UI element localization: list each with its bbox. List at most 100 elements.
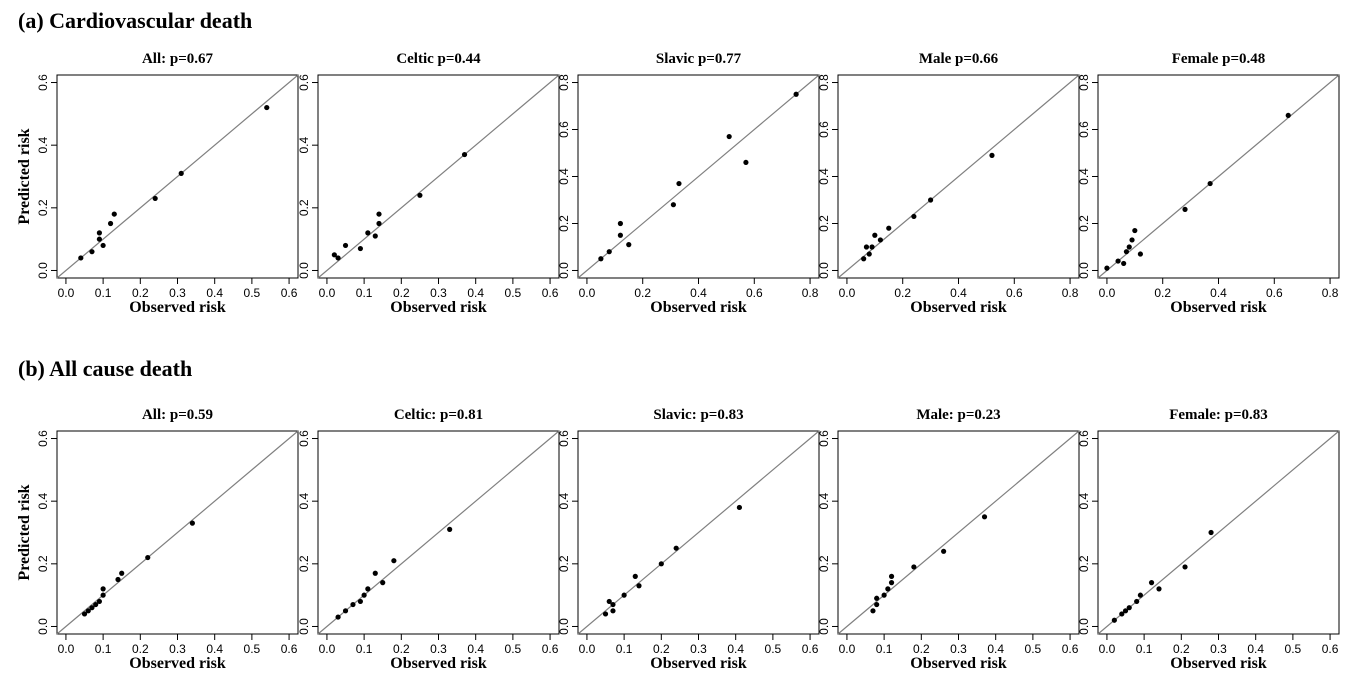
x-tick-label: 0.8 (1322, 286, 1339, 300)
x-tick-label: 0.1 (95, 642, 112, 656)
data-point (115, 576, 121, 583)
panel-allcause-0: 0.0 0.1 0.2 0.3 0.4 0.5 0.6 0.0 0.2 0.4 0.6 All: p=… (16, 407, 299, 672)
data-point (658, 561, 664, 567)
x-tick-label: 0.3 (1210, 642, 1227, 656)
data-point (100, 586, 106, 592)
x-tick-label: 0.4 (727, 642, 744, 656)
x-tick-label: 0.5 (505, 286, 522, 300)
data-point (331, 252, 337, 258)
data-point (621, 592, 627, 598)
data-point (632, 573, 638, 579)
data-point (874, 595, 880, 601)
y-tick-label: 0.2 (1077, 555, 1091, 572)
data-point (372, 570, 378, 576)
y-tick-label: 0.4 (36, 137, 50, 154)
data-point (350, 601, 356, 608)
data-point (736, 504, 743, 511)
data-point (606, 249, 612, 255)
y-tick-label: 0.6 (36, 430, 50, 447)
data-point (93, 601, 99, 608)
panel-cv-4: 0.0 0.2 0.4 0.6 0.8 0.0 0.2 0.4 0.6 0.8 Female p=0… (1077, 51, 1340, 316)
identity-line (837, 74, 1080, 279)
x-tick-label: 0.3 (430, 286, 447, 300)
section-title-cardiovascular: (a) Cardiovascular death (18, 8, 253, 33)
data-point (626, 242, 632, 248)
x-tick-label: 0.0 (579, 642, 596, 656)
x-tick-label: 0.2 (132, 642, 149, 656)
panel-title: Slavic: p=0.83 (653, 407, 743, 423)
data-point (372, 233, 378, 239)
panel-title: Celtic p=0.44 (396, 51, 481, 67)
data-point (928, 197, 934, 203)
data-point (886, 225, 892, 231)
data-point (670, 202, 676, 208)
data-point (1126, 244, 1132, 250)
data-point (107, 220, 114, 227)
y-tick-label: 0.0 (817, 262, 831, 279)
data-point (1104, 265, 1110, 271)
y-tick-label: 0.0 (557, 262, 571, 279)
data-point (1123, 249, 1130, 255)
x-tick-label: 0.5 (505, 642, 522, 656)
y-tick-label: 0.0 (1077, 262, 1091, 279)
data-point (357, 598, 363, 605)
x-tick-label: 0.2 (132, 286, 149, 300)
panel-title: All: p=0.67 (142, 51, 214, 67)
x-tick-label: 0.0 (1099, 642, 1116, 656)
section-title-all-cause: (b) All cause death (18, 356, 193, 381)
x-tick-label: 0.5 (765, 642, 782, 656)
data-point (1115, 258, 1121, 264)
data-point (676, 180, 682, 187)
x-tick-label: 0.0 (839, 642, 856, 656)
x-tick-label: 0.6 (542, 286, 559, 300)
x-tick-label: 0.1 (356, 642, 373, 656)
x-tick-label: 0.4 (987, 642, 1004, 656)
data-point (911, 213, 917, 220)
x-axis-label: Observed risk (1170, 655, 1267, 672)
x-tick-label: 0.0 (319, 286, 336, 300)
data-point (1137, 251, 1143, 257)
panel-title: Male p=0.66 (919, 51, 999, 67)
data-point (335, 255, 341, 261)
data-point (1208, 529, 1214, 536)
identity-line (317, 74, 560, 279)
y-tick-label: 0.6 (1077, 430, 1091, 447)
y-tick-label: 0.2 (36, 199, 50, 216)
identity-line (1097, 74, 1340, 279)
x-tick-label: 0.6 (281, 642, 298, 656)
x-tick-label: 0.2 (653, 642, 670, 656)
x-tick-label: 0.5 (1285, 642, 1302, 656)
data-point (78, 255, 84, 261)
data-point (1111, 617, 1117, 623)
y-tick-label: 0.4 (817, 168, 831, 185)
data-point (380, 580, 386, 586)
data-point (361, 592, 367, 598)
data-point (863, 244, 870, 250)
data-point (881, 592, 887, 598)
data-point (391, 558, 397, 564)
data-point (911, 564, 917, 570)
panel-cv-2: 0.0 0.2 0.4 0.6 0.8 0.0 0.2 0.4 0.6 0.8 Slavic p=0… (557, 51, 820, 316)
data-point (178, 170, 184, 176)
y-tick-label: 0.6 (817, 430, 831, 447)
x-axis-label: Observed risk (910, 655, 1007, 672)
x-tick-label: 0.1 (1136, 642, 1153, 656)
identity-line (56, 74, 299, 279)
identity-line (577, 74, 820, 279)
x-tick-label: 0.1 (616, 642, 633, 656)
y-tick-label: 0.0 (297, 262, 311, 279)
data-point (461, 151, 468, 158)
x-tick-label: 0.2 (894, 286, 911, 300)
data-point (870, 608, 876, 614)
x-tick-label: 0.4 (1210, 286, 1227, 300)
panel-cv-3: 0.0 0.2 0.4 0.6 0.8 0.0 0.2 0.4 0.6 0.8 Male p=0.6… (817, 51, 1080, 316)
data-point (1121, 260, 1127, 267)
x-tick-label: 0.6 (281, 286, 298, 300)
y-tick-label: 0.2 (1077, 215, 1091, 232)
panel-title: Male: p=0.23 (916, 407, 1000, 423)
x-tick-label: 0.4 (690, 286, 707, 300)
x-tick-label: 0.8 (802, 286, 819, 300)
y-tick-label: 0.0 (557, 618, 571, 635)
x-tick-label: 0.6 (1062, 642, 1079, 656)
x-tick-label: 0.0 (319, 642, 336, 656)
